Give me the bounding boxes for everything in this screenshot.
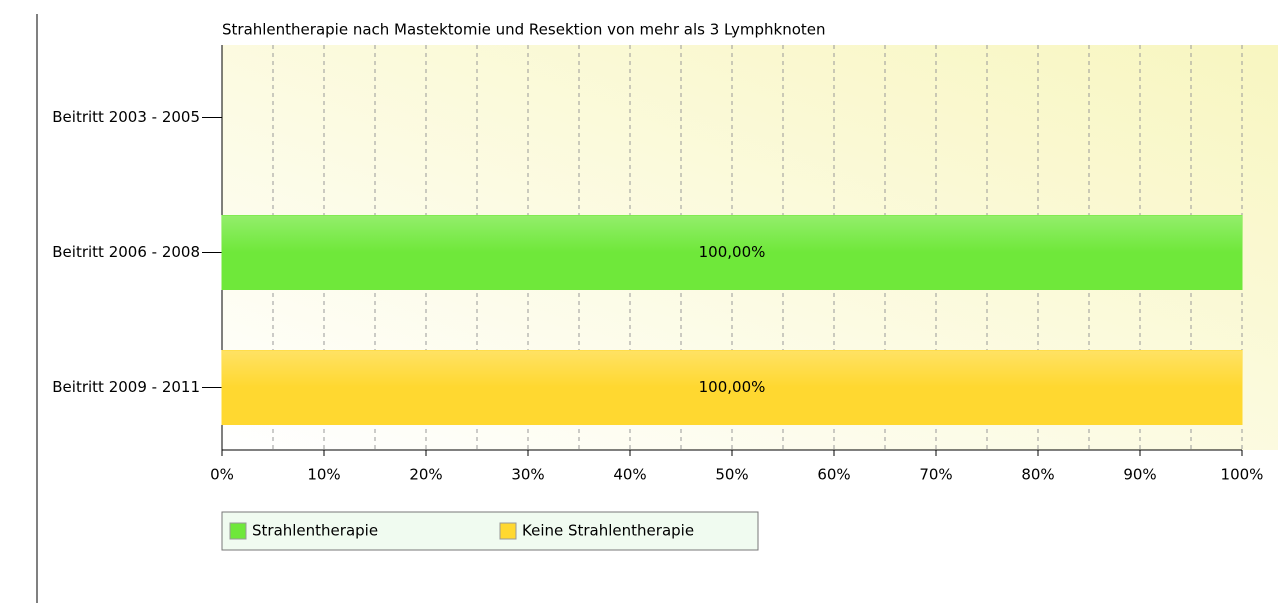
x-tick-label: 0% xyxy=(210,466,234,484)
x-tick-label: 10% xyxy=(307,466,340,484)
x-tick-label: 60% xyxy=(817,466,850,484)
chart-title: Strahlentherapie nach Mastektomie und Re… xyxy=(222,21,826,39)
x-tick-label: 40% xyxy=(613,466,646,484)
legend-swatch xyxy=(229,522,247,540)
x-tick-label: 20% xyxy=(409,466,442,484)
bar-shade xyxy=(222,215,1242,253)
legend-label: Strahlentherapie xyxy=(252,522,378,540)
y-tick-label: Beitritt 2009 - 2011 xyxy=(52,378,200,396)
x-tick-label: 100% xyxy=(1221,466,1264,484)
x-tick-label: 50% xyxy=(715,466,748,484)
legend-swatch xyxy=(499,522,517,540)
x-tick-label: 70% xyxy=(919,466,952,484)
y-tick-label: Beitritt 2006 - 2008 xyxy=(52,243,200,261)
x-tick-label: 80% xyxy=(1021,466,1054,484)
x-tick-label: 90% xyxy=(1123,466,1156,484)
legend-label: Keine Strahlentherapie xyxy=(522,522,694,540)
data-label: 100,00% xyxy=(699,243,766,261)
bar-shade xyxy=(222,350,1242,388)
data-label: 100,00% xyxy=(699,378,766,396)
x-tick-label: 30% xyxy=(511,466,544,484)
y-tick-label: Beitritt 2003 - 2005 xyxy=(52,108,200,126)
legend-box xyxy=(221,511,759,551)
